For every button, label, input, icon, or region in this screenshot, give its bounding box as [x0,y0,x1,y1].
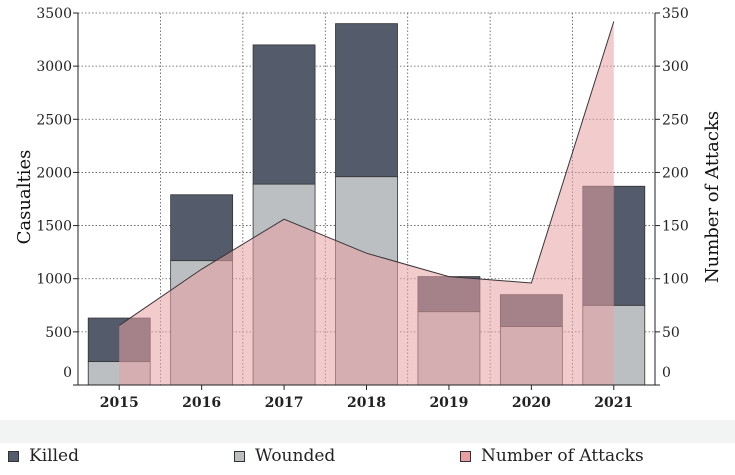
legend-swatch-wounded [234,450,245,462]
x-tick-label: 2015 [100,395,139,411]
y2-axis-ticks: 0 50 100 150 200 250 300 350 [655,6,689,386]
line-attacks [118,21,615,326]
x-tick-label: 2016 [182,395,221,411]
y2-tick-label: 300 [662,59,689,75]
y-tick-label: 1500 [36,219,72,235]
bar-killed-2017 [252,44,316,185]
legend-item-wounded: Wounded [234,443,335,469]
y-tick-label: 3500 [36,6,72,22]
y2-tick-label: 150 [662,219,689,235]
legend-label-wounded: Wounded [255,446,336,466]
y-tick-label: 1000 [36,272,72,288]
x-axis-ticks: 2015 2016 2017 2018 2019 2020 2021 [100,385,633,411]
y2-axis-title: Number of Attacks [702,111,723,283]
bar-killed-2016 [170,194,234,262]
x-tick-label: 2018 [347,395,386,411]
y2-tick-label: 50 [662,325,680,341]
x-tick-label: 2020 [512,395,551,411]
legend-band [0,420,735,443]
y-tick-label: 2500 [36,112,72,128]
legend-label-attacks: Number of Attacks [481,446,644,466]
x-tick-label: 2019 [429,395,468,411]
y2-tick-label: 200 [662,165,689,181]
y-tick-label: 2000 [36,165,72,181]
x-tick-label: 2017 [265,395,304,411]
x-tick-label: 2021 [594,395,633,411]
y-axis-ticks: 0 500 1000 1500 2000 2500 3000 3500 [36,6,78,386]
legend-swatch-killed [8,450,19,462]
legend-label-killed: Killed [29,446,79,466]
y2-tick-label: 0 [662,365,671,381]
y-axis-title: Casualties [14,150,35,245]
legend-item-killed: Killed [8,443,79,469]
y-tick-label: 500 [45,325,72,341]
y-tick-label: 3000 [36,59,72,75]
legend-swatch-attacks [460,450,471,462]
legend-item-attacks: Number of Attacks [460,443,644,469]
y2-tick-label: 350 [662,6,689,22]
bar-killed-2018 [335,23,398,178]
area-attacks [119,21,614,385]
legend: Killed Wounded Number of Attacks [0,443,735,469]
attacks-area [118,21,615,385]
y-tick-label: 0 [63,365,72,381]
y2-tick-label: 100 [662,272,689,288]
y2-tick-label: 250 [662,112,689,128]
